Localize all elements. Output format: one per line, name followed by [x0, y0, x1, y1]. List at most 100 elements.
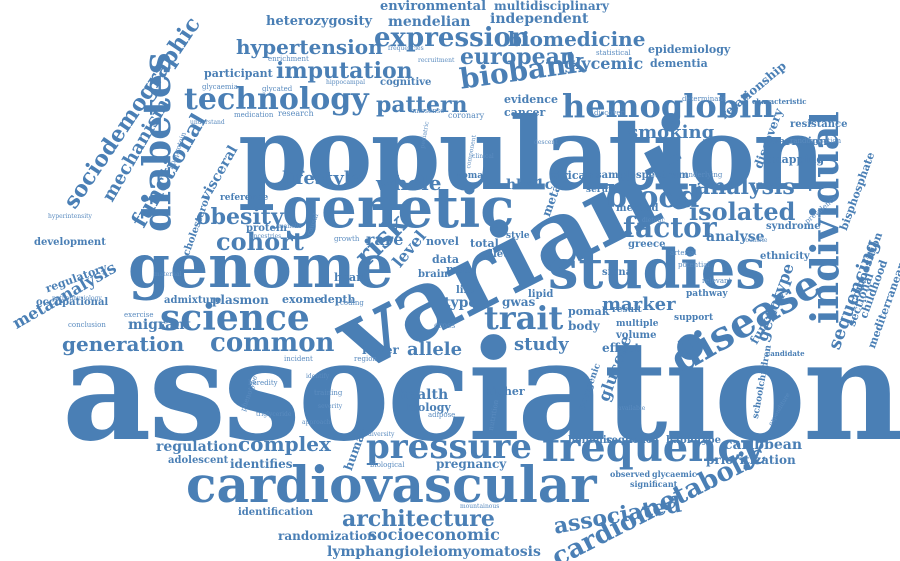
word-protein: protein [246, 223, 287, 234]
word-reference: reference [220, 193, 269, 203]
word-studies: studies [548, 237, 766, 301]
word-exercise: exercise [124, 311, 154, 319]
word-lymphangioleiomyomatosis: lymphangioleiomyomatosis [327, 544, 541, 560]
word-severity: severity [318, 403, 343, 410]
word-ancestries: ancestries [250, 233, 282, 240]
word-variation: variation [772, 135, 828, 148]
word-association: association [62, 309, 900, 472]
word-region: region [354, 355, 377, 363]
word-potential: potential [678, 261, 710, 269]
word-haplotype: haplotype [666, 435, 721, 446]
word-greece: greece [628, 239, 666, 250]
word-maternal: maternal [154, 271, 182, 278]
word-environmental: environmental [380, 0, 487, 14]
word-technology: technology [184, 82, 369, 117]
word-clinical: clinical [472, 153, 494, 160]
word-medication: medication [234, 111, 274, 119]
word-conclusion: conclusion [68, 321, 106, 329]
word-socioeconomic: socioeconomic [368, 525, 500, 544]
word-glycaemic: glycaemic [652, 469, 697, 479]
word-frequencies: frequencies [388, 45, 424, 52]
word-cancer: cancer [504, 106, 546, 119]
word-growth: growth [334, 235, 360, 243]
word-exome: exome [282, 293, 322, 306]
word-participant: participant [204, 67, 273, 80]
word-biological: biological [370, 461, 405, 469]
word-coding: coding [340, 299, 364, 307]
word-higher: higher [484, 385, 525, 398]
word-type: type [444, 295, 478, 311]
word-glycemic: glycemic [564, 54, 644, 73]
word-heart: heart [334, 271, 367, 284]
word-discover: discover [594, 109, 624, 117]
word-glycated: glycated [262, 85, 293, 93]
word-frequency: frequency [542, 424, 765, 471]
word-descent: descent [534, 139, 558, 146]
word-spectrum: spectrum [636, 170, 689, 181]
word-gwas: gwas [502, 295, 536, 309]
word-method: method [616, 203, 659, 214]
word-allele: allele [407, 339, 463, 360]
word-randomization: randomization [278, 529, 376, 543]
word-countrie: countrie [742, 237, 768, 244]
word-lifestyle: lifestyle [282, 168, 363, 189]
word-triglyceride: triglyceride [256, 411, 292, 418]
word-sequence: sequence [606, 435, 659, 446]
word-health: health [398, 387, 449, 403]
word-pressure: pressure [366, 427, 532, 467]
word-syndrome: syndrome [766, 221, 821, 232]
word-observed: observed [610, 469, 651, 479]
word-hypertension: hypertension [236, 35, 383, 59]
word-lower: lower [362, 343, 399, 357]
word-adolescent: adolescent [168, 455, 229, 466]
word-rare: rare [366, 230, 404, 249]
word-marker: marker [602, 294, 676, 315]
word-african: african [550, 169, 594, 182]
word-cross: cross [434, 321, 456, 330]
word-multidisciplinary: multidisciplinary [494, 0, 609, 13]
word-pomak: pomak [568, 305, 610, 318]
word-complex: complex [238, 432, 331, 456]
word-result: result [612, 305, 642, 315]
word-diversity: diversity [368, 431, 395, 438]
word-ethnicity: ethnicity [760, 251, 810, 262]
word-dementia: dementia [650, 57, 708, 70]
word-pregnancy: pregnancy [436, 457, 507, 471]
word-science: science [160, 297, 310, 339]
word-trait: trait [484, 299, 564, 337]
word-heterozygosity: heterozygosity [266, 14, 373, 29]
word-depth: depth [320, 293, 356, 306]
word-plasmon: plasmon [212, 293, 269, 307]
word-hemoglobin: hemoglobin [562, 87, 775, 125]
word-research: research [278, 109, 314, 118]
word-novel: novel [426, 235, 459, 248]
word-characteristic: characteristic [752, 97, 807, 106]
word-data: data [432, 253, 460, 266]
word-biology: biology [406, 401, 451, 414]
word-lipid: lipid [528, 289, 554, 300]
word-smoking: smoking [628, 122, 715, 143]
word-occupational: occupational [36, 297, 109, 308]
word-total: total [470, 237, 499, 250]
word-support: support [674, 313, 714, 323]
word-epidemiology: epidemiology [648, 43, 731, 56]
word-migrant: migrant [128, 317, 192, 333]
word-signal: signal [602, 267, 636, 278]
word-prioritization: prioritization [706, 453, 796, 467]
word-caribbean: caribbean [724, 437, 803, 453]
word-obesity: obesity [196, 204, 284, 230]
word-independent: independent [490, 11, 589, 27]
word-pattern: pattern [376, 92, 468, 118]
word-development: development [34, 237, 106, 248]
word-pathway: pathway [686, 289, 728, 299]
word-european: european [460, 44, 576, 70]
word-adipose: adipose [428, 411, 456, 419]
word-common: common [210, 328, 335, 358]
word-isolated: isolated [689, 197, 796, 226]
word-relevant: relevant [702, 277, 732, 285]
word-brain: brain [418, 269, 448, 280]
word-genome: genome [128, 232, 394, 302]
word-hba1c: hba1c [506, 177, 554, 193]
word-heredity: heredity [248, 379, 278, 387]
